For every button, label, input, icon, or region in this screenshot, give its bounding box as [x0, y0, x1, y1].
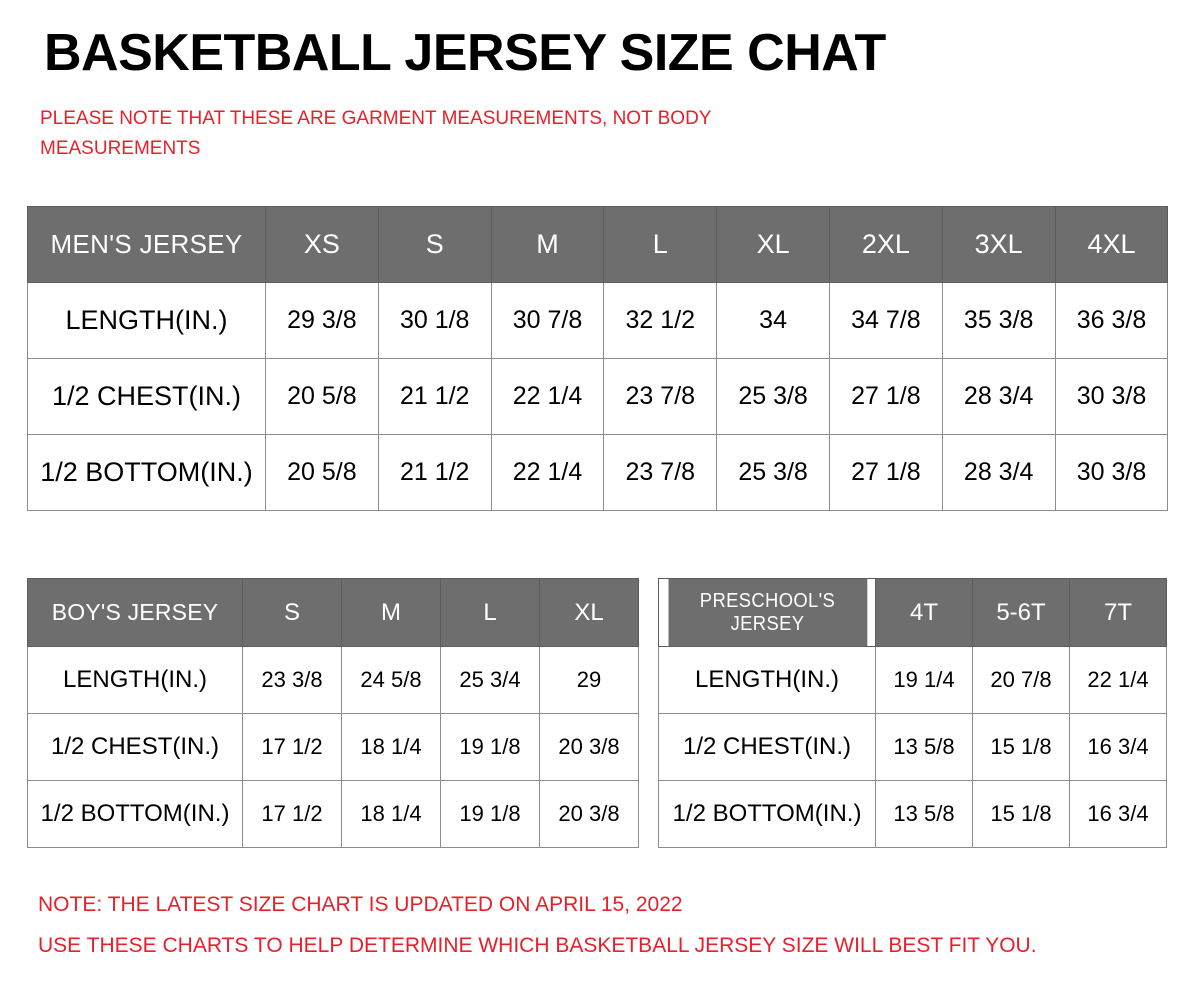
table-row: 1/2 BOTTOM(IN.) 13 5/8 15 1/8 16 3/4: [658, 780, 1167, 848]
boys-bottom-l: 19 1/8: [440, 780, 540, 848]
table-row: LENGTH(IN.) 29 3/8 30 1/8 30 7/8 32 1/2 …: [27, 282, 1169, 359]
mens-chest-2xl: 27 1/8: [828, 358, 943, 435]
table-row: 1/2 CHEST(IN.) 20 5/8 21 1/2 22 1/4 23 7…: [27, 358, 1169, 435]
boys-length-m: 24 5/8: [341, 646, 441, 714]
boys-size-header-l: L: [440, 578, 540, 647]
mens-size-header-2xl: 2XL: [828, 206, 943, 283]
update-date-note: NOTE: THE LATEST SIZE CHART IS UPDATED O…: [38, 893, 683, 916]
mens-row-label-bottom: 1/2 BOTTOM(IN.): [27, 434, 266, 511]
preschool-row-label-length: LENGTH(IN.): [658, 646, 876, 714]
mens-size-header-4xl: 4XL: [1054, 206, 1169, 283]
table-row: 1/2 CHEST(IN.) 13 5/8 15 1/8 16 3/4: [658, 713, 1167, 781]
table-header-row: MEN'S JERSEY XS S M L XL 2XL 3XL 4XL: [27, 206, 1169, 283]
mens-length-s: 30 1/8: [377, 282, 492, 359]
preschool-size-header-7t: 7T: [1069, 578, 1167, 647]
boys-length-xl: 29: [539, 646, 639, 714]
mens-size-header-s: S: [377, 206, 492, 283]
mens-bottom-xs: 20 5/8: [265, 434, 379, 511]
garment-measurement-note-line-1: PLEASE NOTE THAT THESE ARE GARMENT MEASU…: [40, 108, 712, 129]
boys-row-label-bottom: 1/2 BOTTOM(IN.): [27, 780, 243, 848]
mens-length-l: 32 1/2: [603, 282, 718, 359]
boys-size-header-xl: XL: [539, 578, 639, 647]
mens-row-label-length: LENGTH(IN.): [27, 282, 266, 359]
boys-jersey-corner-label: BOY'S JERSEY: [27, 578, 243, 647]
mens-bottom-s: 21 1/2: [377, 434, 492, 511]
mens-bottom-m: 22 1/4: [490, 434, 605, 511]
preschool-bottom-5-6t: 15 1/8: [972, 780, 1070, 848]
preschool-bottom-4t: 13 5/8: [875, 780, 973, 848]
table-row: LENGTH(IN.) 19 1/4 20 7/8 22 1/4: [658, 646, 1167, 714]
boys-chest-s: 17 1/2: [242, 713, 342, 781]
mens-length-xs: 29 3/8: [265, 282, 379, 359]
mens-chest-m: 22 1/4: [490, 358, 605, 435]
mens-chest-s: 21 1/2: [377, 358, 492, 435]
preschool-row-label-chest: 1/2 CHEST(IN.): [658, 713, 876, 781]
boys-chest-l: 19 1/8: [440, 713, 540, 781]
mens-length-3xl: 35 3/8: [941, 282, 1056, 359]
table-header-row: PRESCHOOL'S JERSEY 4T 5-6T 7T: [659, 578, 1167, 647]
table-row: LENGTH(IN.) 23 3/8 24 5/8 25 3/4 29: [27, 646, 639, 714]
mens-jersey-size-table: MEN'S JERSEY XS S M L XL 2XL 3XL 4XL LEN…: [27, 206, 1169, 511]
mens-bottom-xl: 25 3/8: [716, 434, 830, 511]
boys-length-s: 23 3/8: [242, 646, 342, 714]
mens-size-header-m: M: [490, 206, 605, 283]
boys-size-header-s: S: [242, 578, 342, 647]
mens-chest-3xl: 28 3/4: [941, 358, 1056, 435]
mens-size-header-3xl: 3XL: [941, 206, 1056, 283]
boys-length-l: 25 3/4: [440, 646, 540, 714]
preschool-length-5-6t: 20 7/8: [972, 646, 1070, 714]
mens-size-header-l: L: [603, 206, 718, 283]
garment-measurement-note: PLEASE NOTE THAT THESE ARE GARMENT MEASU…: [40, 104, 940, 164]
boys-bottom-xl: 20 3/8: [539, 780, 639, 848]
preschool-chest-5-6t: 15 1/8: [972, 713, 1070, 781]
mens-row-label-chest: 1/2 CHEST(IN.): [27, 358, 266, 435]
boys-row-label-length: LENGTH(IN.): [27, 646, 243, 714]
boys-size-header-m: M: [341, 578, 441, 647]
mens-length-m: 30 7/8: [490, 282, 605, 359]
mens-size-header-xl: XL: [716, 206, 830, 283]
preschool-length-4t: 19 1/4: [875, 646, 973, 714]
preschool-bottom-7t: 16 3/4: [1069, 780, 1167, 848]
mens-bottom-4xl: 30 3/8: [1054, 434, 1169, 511]
mens-bottom-3xl: 28 3/4: [941, 434, 1056, 511]
boys-jersey-size-table: BOY'S JERSEY S M L XL LENGTH(IN.) 23 3/8…: [27, 578, 639, 848]
preschool-jersey-size-table: PRESCHOOL'S JERSEY 4T 5-6T 7T LENGTH(IN.…: [658, 578, 1167, 848]
page-title: BASKETBALL JERSEY SIZE CHAT: [44, 24, 886, 82]
mens-chest-l: 23 7/8: [603, 358, 718, 435]
mens-length-4xl: 36 3/8: [1054, 282, 1169, 359]
preschool-chest-7t: 16 3/4: [1069, 713, 1167, 781]
mens-bottom-2xl: 27 1/8: [828, 434, 943, 511]
mens-chest-xl: 25 3/8: [716, 358, 830, 435]
table-row: 1/2 BOTTOM(IN.) 17 1/2 18 1/4 19 1/8 20 …: [27, 780, 639, 848]
garment-measurement-note-line-2: MEASUREMENTS: [40, 138, 201, 159]
preschool-size-header-5-6t: 5-6T: [972, 578, 1070, 647]
mens-jersey-corner-label: MEN'S JERSEY: [27, 206, 266, 283]
bottom-notes: NOTE: THE LATEST SIZE CHART IS UPDATED O…: [38, 884, 1158, 966]
boys-row-label-chest: 1/2 CHEST(IN.): [27, 713, 243, 781]
boys-chest-m: 18 1/4: [341, 713, 441, 781]
boys-bottom-s: 17 1/2: [242, 780, 342, 848]
preschool-size-header-4t: 4T: [875, 578, 973, 647]
boys-bottom-m: 18 1/4: [341, 780, 441, 848]
table-row: 1/2 CHEST(IN.) 17 1/2 18 1/4 19 1/8 20 3…: [27, 713, 639, 781]
table-row: 1/2 BOTTOM(IN.) 20 5/8 21 1/2 22 1/4 23 …: [27, 434, 1169, 511]
mens-chest-xs: 20 5/8: [265, 358, 379, 435]
boys-chest-xl: 20 3/8: [539, 713, 639, 781]
mens-length-2xl: 34 7/8: [828, 282, 943, 359]
preschool-row-label-bottom: 1/2 BOTTOM(IN.): [658, 780, 876, 848]
preschool-jersey-corner-label: PRESCHOOL'S JERSEY: [666, 578, 868, 647]
usage-instruction-note: USE THESE CHARTS TO HELP DETERMINE WHICH…: [38, 934, 1037, 957]
mens-size-header-xs: XS: [265, 206, 379, 283]
mens-bottom-l: 23 7/8: [603, 434, 718, 511]
preschool-length-7t: 22 1/4: [1069, 646, 1167, 714]
table-header-row: BOY'S JERSEY S M L XL: [27, 578, 639, 647]
mens-chest-4xl: 30 3/8: [1054, 358, 1169, 435]
preschool-chest-4t: 13 5/8: [875, 713, 973, 781]
mens-length-xl: 34: [716, 282, 830, 359]
